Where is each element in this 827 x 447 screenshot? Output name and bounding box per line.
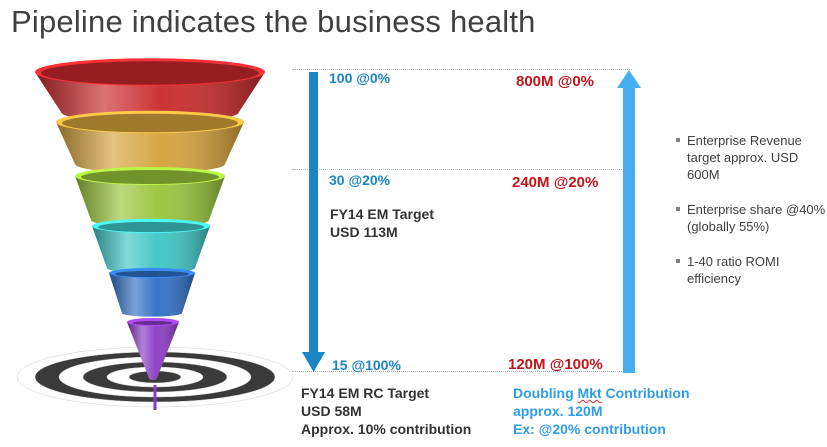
bullet-item: Enterprise Revenue target approx. USD 60… [676, 132, 826, 183]
funnel-tier-5 [109, 267, 195, 317]
left-scale-mid: 30 @20% [329, 172, 391, 188]
bullet-list: Enterprise Revenue target approx. USD 60… [676, 132, 826, 305]
funnel-tier-1 [35, 58, 265, 123]
funnel-tier-6 [127, 318, 179, 380]
bullet-item: 1-40 ratio ROMI efficiency [676, 253, 826, 287]
up-arrow-icon [617, 70, 641, 373]
fy14-em-target: FY14 EM Target USD 113M [330, 206, 434, 240]
left-scale-bottom: 15 @100% [332, 357, 401, 373]
funnel-tier-4 [92, 218, 210, 274]
funnel-tier-3 [75, 167, 225, 228]
funnel-graphic [16, 58, 294, 410]
right-scale-bottom: 120M @100% [508, 356, 603, 373]
divider-bottom [292, 371, 632, 372]
bullet-item: Enterprise share @40% (globally 55%) [676, 201, 826, 235]
divider-top [292, 69, 632, 70]
right-scale-mid: 240M @20% [512, 174, 599, 191]
divider-mid [292, 169, 632, 170]
down-arrow-icon [302, 72, 325, 372]
right-scale-top: 800M @0% [516, 73, 594, 90]
doubling-contribution: Doubling Mkt Contribution approx. 120M E… [513, 385, 690, 437]
funnel-tier-2 [56, 110, 244, 173]
page-title: Pipeline indicates the business health [11, 4, 536, 39]
left-scale-top: 100 @0% [329, 70, 391, 86]
fy14-em-rc-target: FY14 EM RC Target USD 58M Approx. 10% co… [301, 385, 472, 437]
